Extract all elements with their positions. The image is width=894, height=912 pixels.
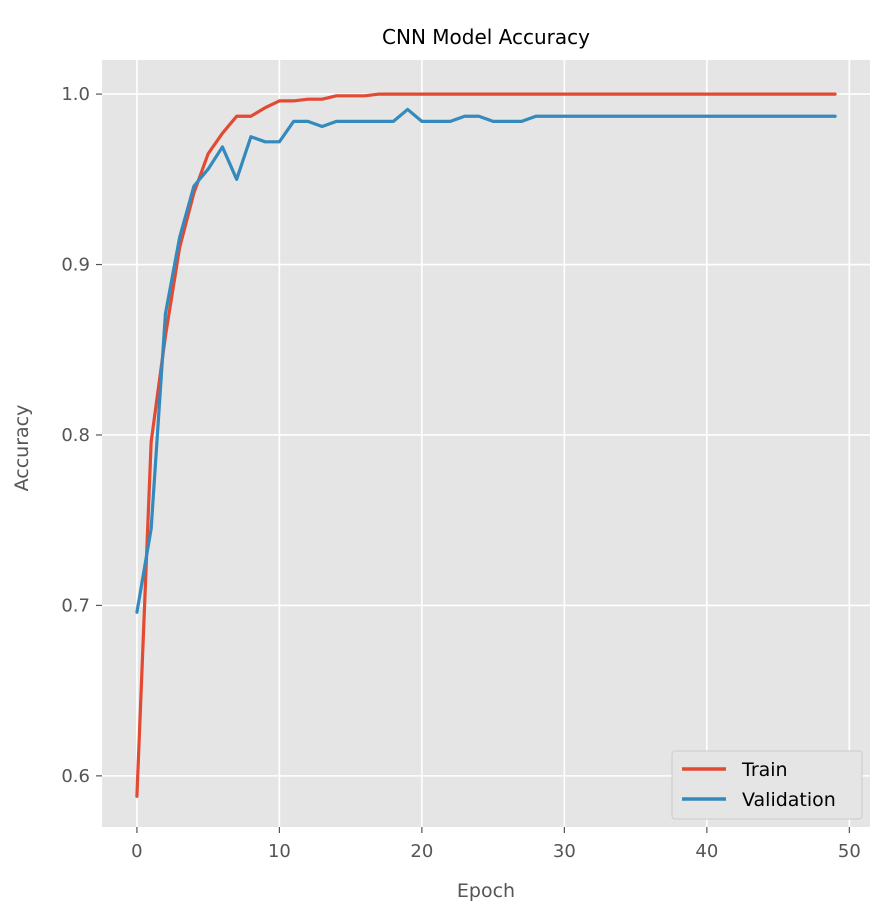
x-axis-ticks: 0 10 20 30 40 50	[131, 827, 861, 862]
x-tick-label: 10	[268, 841, 291, 862]
y-axis-ticks: 0.6 0.7 0.8 0.9 1.0	[61, 84, 102, 787]
x-axis-label: Epoch	[457, 880, 515, 902]
series-line-train	[135, 92, 837, 798]
chart-title: CNN Model Accuracy	[382, 25, 590, 49]
series-line-validation	[135, 107, 837, 614]
grid	[102, 60, 870, 827]
x-tick-label: 0	[131, 841, 142, 862]
y-tick-label: 1.0	[61, 84, 90, 105]
legend-label-validation: Validation	[742, 789, 836, 811]
legend-label-train: Train	[741, 759, 788, 781]
x-tick-label: 40	[695, 841, 718, 862]
x-tick-label: 20	[410, 841, 433, 862]
y-tick-label: 0.7	[61, 595, 90, 616]
x-tick-label: 50	[838, 841, 861, 862]
plot-area	[102, 60, 870, 827]
x-tick-label: 30	[553, 841, 576, 862]
y-tick-label: 0.8	[61, 425, 90, 446]
legend: Train Validation	[671, 750, 863, 820]
y-tick-label: 0.9	[61, 255, 90, 276]
y-tick-label: 0.6	[61, 766, 90, 787]
y-axis-label: Accuracy	[11, 405, 33, 492]
series-lines	[135, 92, 837, 798]
